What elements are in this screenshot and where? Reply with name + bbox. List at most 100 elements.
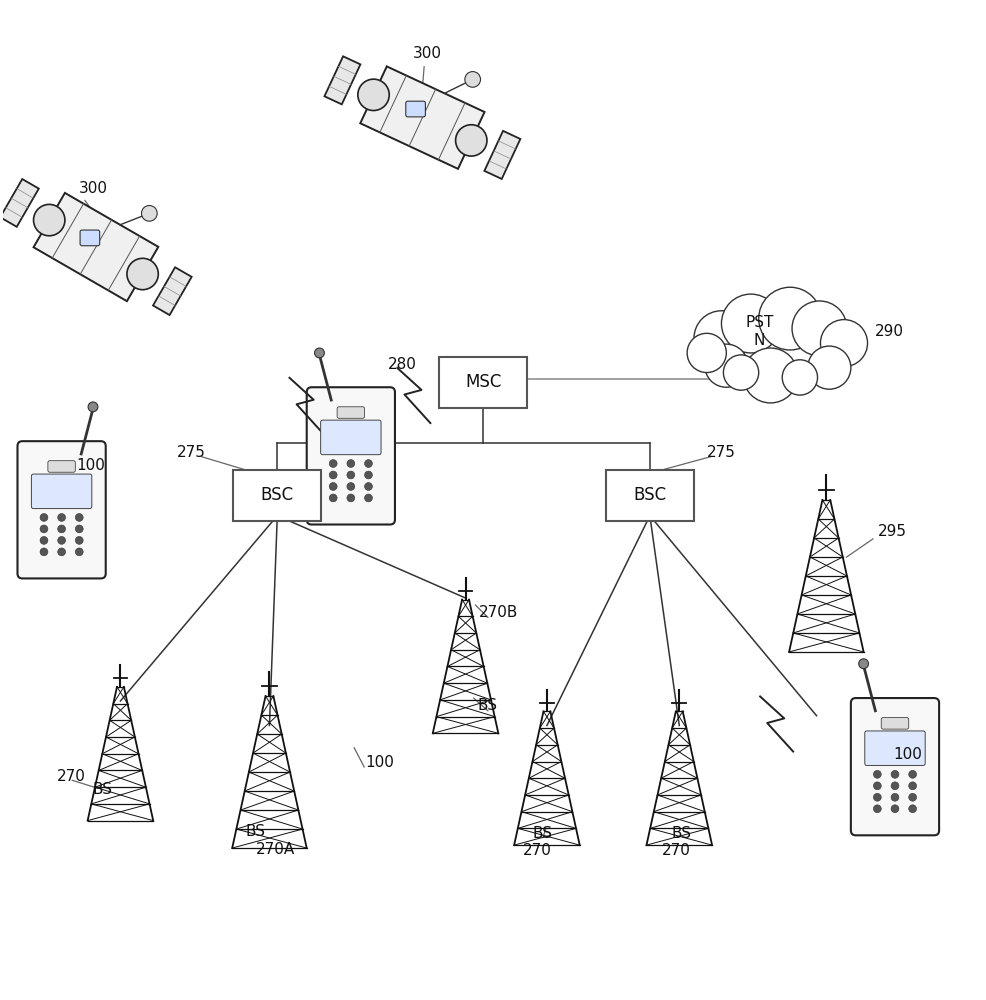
- Ellipse shape: [694, 311, 866, 385]
- Circle shape: [365, 483, 373, 490]
- Circle shape: [315, 348, 324, 358]
- Text: 100: 100: [366, 755, 394, 770]
- FancyBboxPatch shape: [851, 698, 939, 835]
- Circle shape: [40, 514, 48, 521]
- Circle shape: [909, 793, 917, 801]
- Polygon shape: [153, 267, 191, 315]
- Text: 300: 300: [412, 46, 442, 61]
- Circle shape: [88, 402, 98, 412]
- FancyBboxPatch shape: [881, 718, 909, 729]
- Circle shape: [58, 514, 65, 521]
- Circle shape: [40, 525, 48, 533]
- Circle shape: [874, 793, 881, 801]
- Circle shape: [909, 805, 917, 813]
- Text: 280: 280: [388, 357, 417, 372]
- FancyBboxPatch shape: [307, 387, 395, 525]
- Polygon shape: [34, 193, 159, 301]
- Text: 100: 100: [76, 458, 106, 473]
- FancyBboxPatch shape: [320, 420, 381, 455]
- Circle shape: [127, 258, 159, 290]
- Text: MSC: MSC: [465, 373, 502, 391]
- Circle shape: [347, 460, 355, 467]
- Circle shape: [58, 525, 65, 533]
- Circle shape: [891, 782, 899, 790]
- Circle shape: [75, 548, 83, 556]
- Circle shape: [142, 206, 157, 221]
- Text: 270B: 270B: [479, 605, 519, 620]
- Circle shape: [820, 320, 868, 367]
- Circle shape: [365, 494, 373, 502]
- FancyBboxPatch shape: [406, 101, 425, 117]
- Circle shape: [347, 483, 355, 490]
- Text: BS: BS: [93, 782, 113, 797]
- Text: 295: 295: [879, 524, 907, 539]
- Text: BSC: BSC: [260, 486, 294, 504]
- Polygon shape: [324, 56, 361, 104]
- Circle shape: [75, 525, 83, 533]
- Text: PST
N: PST N: [745, 315, 774, 348]
- FancyBboxPatch shape: [18, 441, 106, 578]
- Circle shape: [456, 125, 487, 156]
- Text: 100: 100: [893, 747, 922, 762]
- Circle shape: [58, 536, 65, 544]
- Circle shape: [743, 348, 798, 403]
- Circle shape: [358, 79, 389, 111]
- Circle shape: [874, 782, 881, 790]
- FancyBboxPatch shape: [32, 474, 92, 509]
- Circle shape: [909, 770, 917, 778]
- FancyBboxPatch shape: [80, 230, 100, 246]
- Circle shape: [792, 301, 847, 356]
- Circle shape: [758, 287, 821, 350]
- Text: 290: 290: [876, 324, 904, 339]
- FancyBboxPatch shape: [605, 470, 694, 521]
- Polygon shape: [0, 179, 38, 227]
- FancyBboxPatch shape: [233, 470, 321, 521]
- Circle shape: [34, 204, 65, 236]
- FancyBboxPatch shape: [337, 407, 365, 418]
- FancyBboxPatch shape: [865, 731, 925, 765]
- Circle shape: [464, 72, 480, 87]
- Circle shape: [874, 805, 881, 813]
- Circle shape: [859, 659, 869, 669]
- Circle shape: [874, 770, 881, 778]
- Circle shape: [58, 548, 65, 556]
- Circle shape: [329, 471, 337, 479]
- Circle shape: [365, 460, 373, 467]
- Text: BS: BS: [671, 826, 691, 841]
- Circle shape: [724, 355, 758, 390]
- Text: BSC: BSC: [633, 486, 667, 504]
- Polygon shape: [360, 66, 484, 169]
- Circle shape: [75, 536, 83, 544]
- Circle shape: [808, 346, 851, 389]
- FancyBboxPatch shape: [48, 461, 75, 472]
- Circle shape: [329, 483, 337, 490]
- Circle shape: [722, 294, 780, 353]
- Text: BS: BS: [532, 826, 552, 841]
- Circle shape: [891, 770, 899, 778]
- Text: BS: BS: [246, 824, 266, 839]
- Circle shape: [40, 536, 48, 544]
- Circle shape: [40, 548, 48, 556]
- Circle shape: [705, 344, 748, 387]
- Circle shape: [75, 514, 83, 521]
- Circle shape: [687, 333, 727, 373]
- Circle shape: [891, 793, 899, 801]
- Text: 275: 275: [707, 445, 736, 460]
- Circle shape: [329, 494, 337, 502]
- FancyBboxPatch shape: [439, 357, 528, 408]
- Text: 270: 270: [662, 843, 690, 858]
- Circle shape: [782, 360, 817, 395]
- Circle shape: [347, 471, 355, 479]
- Circle shape: [365, 471, 373, 479]
- Text: 275: 275: [177, 445, 206, 460]
- Circle shape: [347, 494, 355, 502]
- Polygon shape: [484, 131, 521, 179]
- Circle shape: [891, 805, 899, 813]
- Circle shape: [329, 460, 337, 467]
- Circle shape: [909, 782, 917, 790]
- Text: 270A: 270A: [255, 842, 295, 857]
- Text: 300: 300: [79, 181, 108, 196]
- Text: 270: 270: [523, 843, 551, 858]
- Circle shape: [694, 311, 749, 366]
- Text: BS: BS: [477, 698, 497, 713]
